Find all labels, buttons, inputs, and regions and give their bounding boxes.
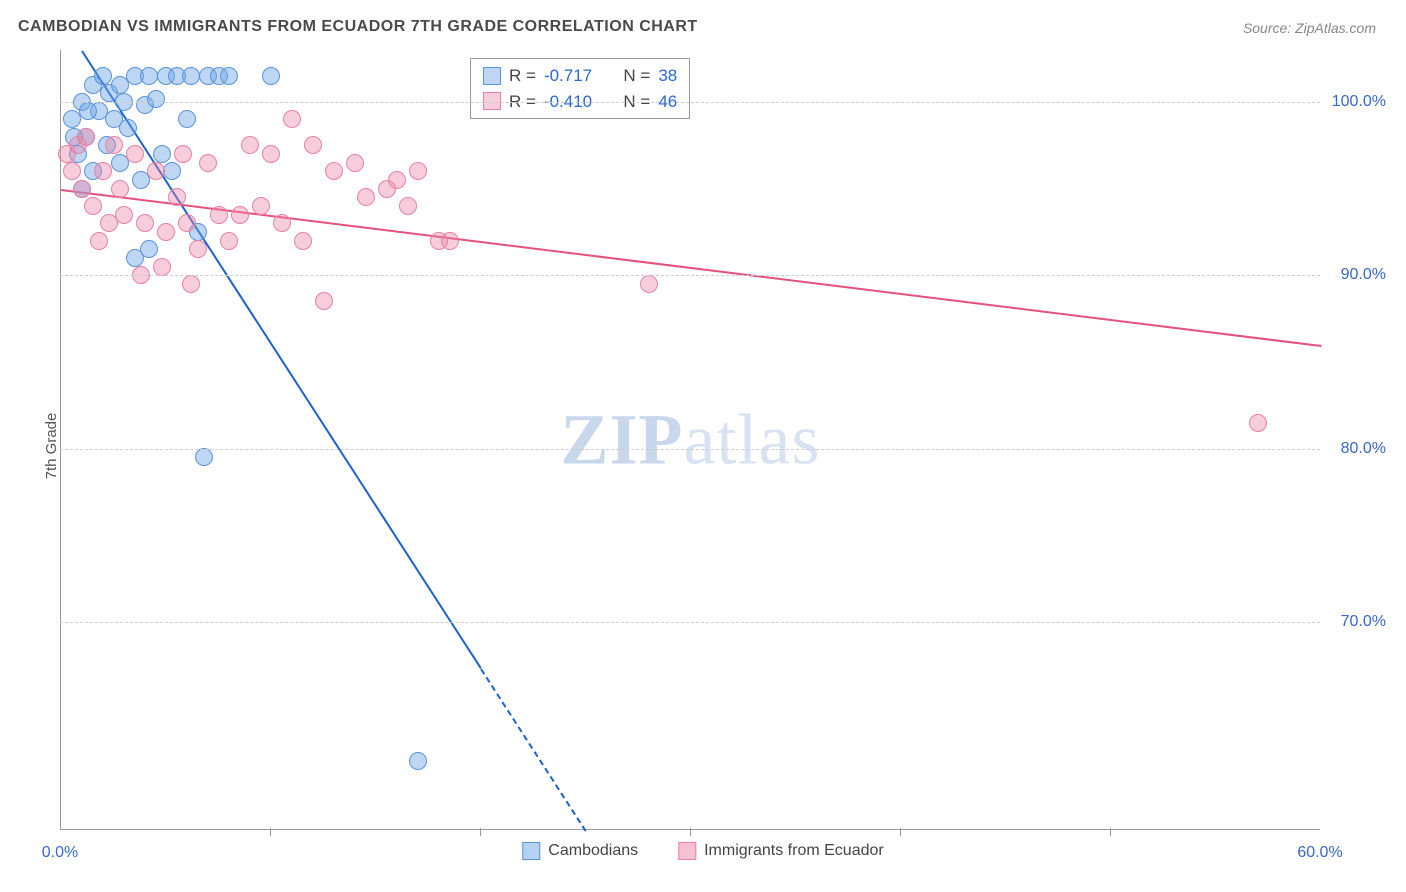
legend-label: Cambodians: [548, 842, 638, 860]
stat-label: N =: [614, 63, 650, 89]
y-tick-label: 80.0%: [1341, 440, 1386, 458]
gridline-h: [60, 102, 1320, 103]
data-point: [252, 197, 270, 215]
data-point: [189, 240, 207, 258]
data-point: [182, 275, 200, 293]
data-point: [115, 206, 133, 224]
data-point: [140, 240, 158, 258]
data-point: [283, 110, 301, 128]
data-point: [84, 197, 102, 215]
gridline-h: [60, 622, 1320, 623]
data-point: [174, 145, 192, 163]
data-point: [409, 162, 427, 180]
data-point: [1249, 414, 1267, 432]
legend-label: Immigrants from Ecuador: [704, 842, 884, 860]
data-point: [147, 90, 165, 108]
data-point: [220, 67, 238, 85]
data-point: [126, 145, 144, 163]
regression-line: [61, 189, 1321, 347]
data-point: [73, 180, 91, 198]
data-point: [147, 162, 165, 180]
y-tick-label: 100.0%: [1332, 93, 1386, 111]
data-point: [262, 67, 280, 85]
gridline-h: [60, 275, 1320, 276]
data-point: [77, 128, 95, 146]
data-point: [210, 206, 228, 224]
data-point: [199, 154, 217, 172]
data-point: [140, 67, 158, 85]
data-point: [273, 214, 291, 232]
data-point: [153, 145, 171, 163]
data-point: [231, 206, 249, 224]
x-tick-mark: [1110, 828, 1111, 836]
y-tick-label: 70.0%: [1341, 613, 1386, 631]
stats-row: R = -0.717 N = 38: [483, 63, 677, 89]
watermark: ZIPatlas: [561, 398, 821, 481]
data-point: [195, 448, 213, 466]
data-point: [168, 188, 186, 206]
data-point: [357, 188, 375, 206]
data-point: [94, 67, 112, 85]
x-tick-mark: [270, 828, 271, 836]
data-point: [640, 275, 658, 293]
data-point: [79, 102, 97, 120]
legend: Cambodians Immigrants from Ecuador: [522, 842, 883, 860]
plot-area: ZIPatlas: [60, 50, 1320, 830]
x-tick-mark: [480, 828, 481, 836]
data-point: [111, 180, 129, 198]
legend-item: Cambodians: [522, 842, 638, 860]
data-point: [119, 119, 137, 137]
data-point: [157, 223, 175, 241]
data-point: [241, 136, 259, 154]
regression-line: [480, 668, 587, 832]
x-tick-label: 0.0%: [42, 844, 78, 862]
regression-line: [81, 50, 482, 669]
data-point: [182, 67, 200, 85]
series-swatch: [483, 67, 501, 85]
data-point: [409, 752, 427, 770]
data-point: [325, 162, 343, 180]
gridline-h: [60, 449, 1320, 450]
stats-legend-box: R =-0.717 N =38R =-0.410 N =46: [470, 58, 690, 119]
data-point: [220, 232, 238, 250]
legend-swatch: [678, 842, 696, 860]
data-point: [262, 145, 280, 163]
x-tick-mark: [690, 828, 691, 836]
data-point: [105, 136, 123, 154]
y-tick-label: 90.0%: [1341, 266, 1386, 284]
data-point: [441, 232, 459, 250]
y-axis-label: 7th Grade: [43, 413, 60, 480]
stat-n-value: 38: [658, 63, 677, 89]
data-point: [346, 154, 364, 172]
x-tick-label: 60.0%: [1297, 844, 1342, 862]
data-point: [294, 232, 312, 250]
data-point: [178, 214, 196, 232]
data-point: [153, 258, 171, 276]
data-point: [388, 171, 406, 189]
source-label: Source: ZipAtlas.com: [1243, 20, 1376, 36]
data-point: [63, 162, 81, 180]
data-point: [63, 110, 81, 128]
stat-r-value: -0.717: [544, 63, 606, 89]
legend-swatch: [522, 842, 540, 860]
x-tick-mark: [900, 828, 901, 836]
data-point: [94, 162, 112, 180]
stat-label: R =: [509, 63, 536, 89]
data-point: [90, 232, 108, 250]
data-point: [315, 292, 333, 310]
data-point: [136, 214, 154, 232]
data-point: [304, 136, 322, 154]
legend-item: Immigrants from Ecuador: [678, 842, 884, 860]
data-point: [163, 162, 181, 180]
chart-title: CAMBODIAN VS IMMIGRANTS FROM ECUADOR 7TH…: [18, 18, 698, 36]
data-point: [178, 110, 196, 128]
data-point: [399, 197, 417, 215]
